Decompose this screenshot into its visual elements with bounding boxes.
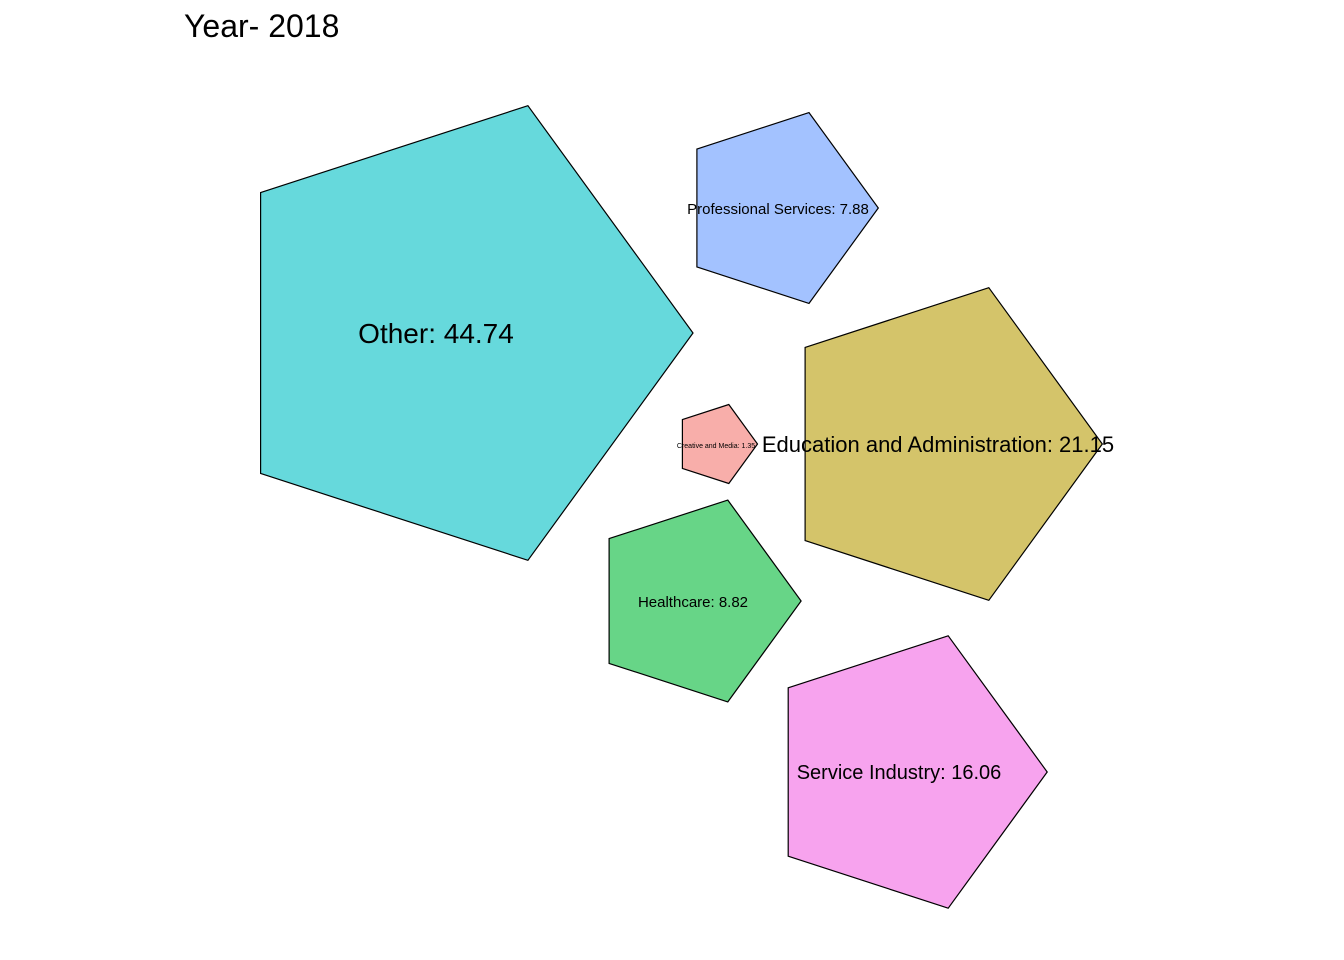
label-other: Other: 44.74 xyxy=(358,318,514,349)
pentagon-healthcare xyxy=(608,499,802,703)
pentagon-education-and-administration xyxy=(804,286,1104,602)
pentagon-professional-services xyxy=(696,111,880,305)
label-healthcare: Healthcare: 8.82 xyxy=(638,594,748,611)
label-education-and-administration: Education and Administration: 21.15 xyxy=(762,432,1114,457)
pentagon-service-industry xyxy=(787,635,1048,909)
chart-title: Year- 2018 xyxy=(184,8,340,44)
pentagon-creative-and-media xyxy=(681,403,759,485)
pentagon-other xyxy=(260,104,694,562)
label-creative-and-media: Creative and Media: 1.35 xyxy=(677,443,755,450)
label-professional-services: Professional Services: 7.88 xyxy=(687,201,869,218)
label-service-industry: Service Industry: 16.06 xyxy=(797,762,1002,784)
